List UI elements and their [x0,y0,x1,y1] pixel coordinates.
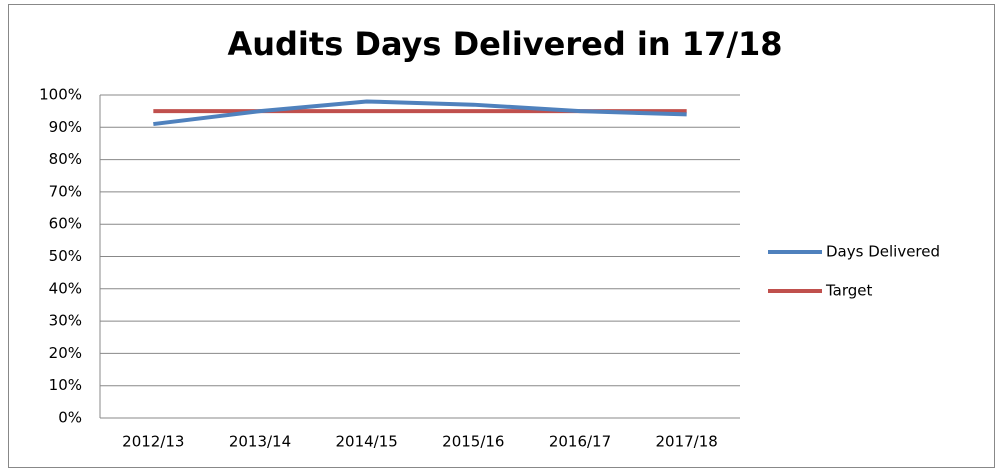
y-tick-label: 0% [58,409,82,427]
y-tick-label: 50% [49,247,82,265]
y-tick-label: 20% [49,344,82,362]
chart-title: Audits Days Delivered in 17/18 [227,25,782,63]
y-tick-label: 90% [49,118,82,136]
y-tick-label: 100% [39,86,82,104]
x-tick-label: 2015/16 [442,433,504,451]
legend-label: Days Delivered [826,243,940,261]
y-tick-label: 80% [49,150,82,168]
y-tick-label: 30% [49,312,82,330]
x-tick-label: 2017/18 [656,433,718,451]
x-tick-label: 2013/14 [229,433,291,451]
x-tick-label: 2014/15 [336,433,398,451]
x-tick-label: 2012/13 [122,433,184,451]
y-tick-label: 70% [49,182,82,200]
series-line [153,99,687,127]
legend-label: Target [825,282,873,300]
y-tick-label: 60% [49,215,82,233]
y-tick-label: 40% [49,279,82,297]
x-tick-label: 2016/17 [549,433,611,451]
y-tick-label: 10% [49,376,82,394]
chart-border [8,4,995,468]
